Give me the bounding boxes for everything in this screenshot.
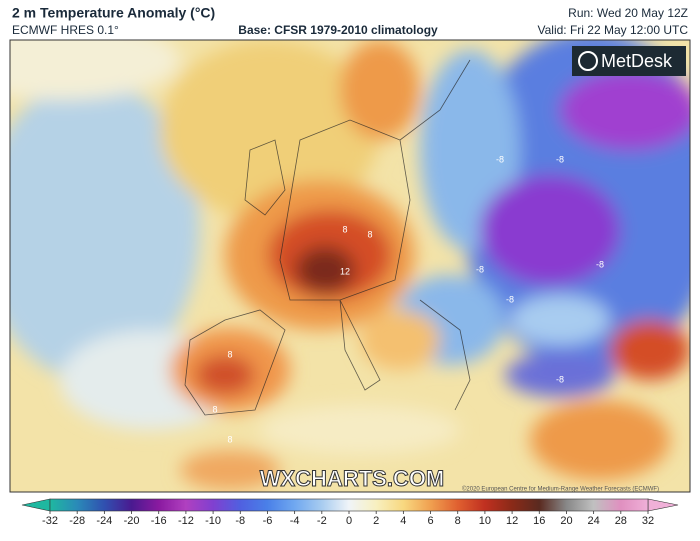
colorbar-tick-label: -12 [178,515,194,527]
valid: Valid: Fri 22 May 12:00 UTC [538,23,689,37]
contour-label: 8 [212,404,217,414]
contour-label: -8 [496,154,504,164]
colorbar-tick-label: 0 [346,515,352,527]
contour-label: -8 [596,259,604,269]
colorbar-tick-label: -28 [69,515,85,527]
map-frame [9,39,691,493]
base: Base: CFSR 1979-2010 climatology [238,23,438,37]
colorbar-tick-label: 4 [400,515,406,527]
contour-label: -8 [506,294,514,304]
contour-label: 8 [342,224,347,234]
colorbar-tick-label: 20 [560,515,572,527]
watermark: WXCHARTS.COM [260,466,445,491]
contour-label: -8 [476,264,484,274]
colorbar-tick-label: 12 [506,515,518,527]
contour-label: 12 [340,266,350,276]
colorbar-tick-label: 6 [427,515,433,527]
colorbar-tick-label: 32 [642,515,654,527]
title: 2 m Temperature Anomaly (°C) [12,5,215,21]
colorbar-tick-label: 10 [479,515,491,527]
contour-label: 8 [227,349,232,359]
model: ECMWF HRES 0.1° [12,23,119,37]
colorbar-bar [49,498,649,512]
colorbar: -32 -28 -24 -20 -16 -12 -10 -8 -6 -4 -2 0 2 4 6 8 10 12 16… [21,498,679,527]
colorbar-tick-label: -2 [317,515,327,527]
colorbar-tick-label: -16 [151,515,167,527]
run: Run: Wed 20 May 12Z [568,6,688,20]
colorbar-tick-label: 8 [455,515,461,527]
colorbar-tick-label: 16 [533,515,545,527]
colorbar-tick-label: 2 [373,515,379,527]
colorbar-tick-label: 28 [615,515,627,527]
colorbar-tick-label: 24 [588,515,600,527]
logo-icon [578,51,598,71]
contour-label: -8 [556,154,564,164]
contour-label: 8 [367,229,372,239]
logo-box [572,46,686,76]
colorbar-tick-label: -10 [205,515,221,527]
contour-label: 8 [227,434,232,444]
logo: MetDesk [601,51,673,71]
copyright: ©2020 European Centre for Medium-Range W… [462,486,659,493]
colorbar-tick-label: -8 [235,515,245,527]
colorbar-tick-label: -6 [263,515,273,527]
contour-label: -8 [556,374,564,384]
colorbar-tick-label: -20 [124,515,140,527]
map: -8 -8 -8 -8 8 8 12 8 8 -8 8 -8 [10,40,690,492]
colorbar-tick-label: -32 [42,515,58,527]
colorbar-tick-label: -24 [96,515,112,527]
colorbar-tick-label: -4 [290,515,300,527]
